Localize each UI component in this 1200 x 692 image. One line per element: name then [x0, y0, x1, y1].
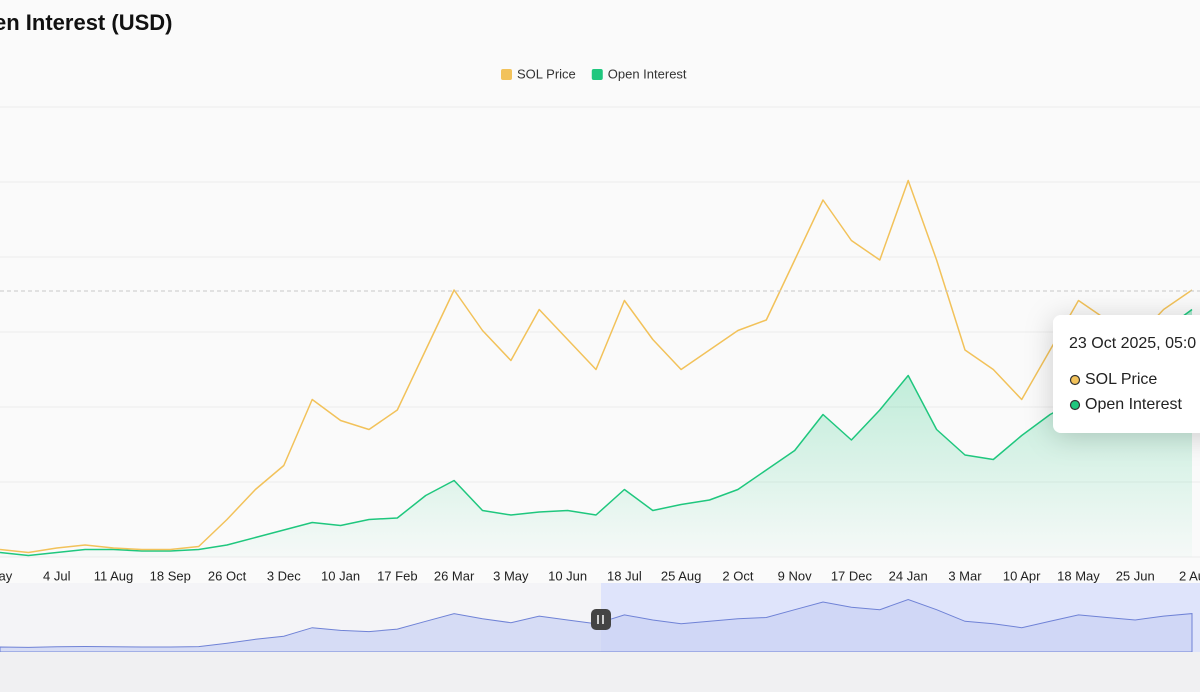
- chart-title: en Interest (USD): [0, 10, 172, 35]
- x-tick-label: 24 Jan: [889, 568, 928, 583]
- line: [0, 179, 1193, 554]
- x-tick-label: 25 Aug: [661, 568, 702, 583]
- x-tick-label: 3 Dec: [267, 568, 301, 583]
- x-tick-label: 25 Jun: [1116, 568, 1155, 583]
- x-tick-label: 10 Apr: [1003, 568, 1041, 583]
- grid: [0, 106, 1200, 558]
- x-tick-label: 26 Mar: [434, 568, 475, 583]
- navigator: [0, 583, 1200, 653]
- line: [0, 308, 1193, 557]
- x-tick-label: 2 Au: [1179, 568, 1200, 583]
- x-tick-label: 3 May: [493, 568, 529, 583]
- tooltip-box: [1053, 315, 1200, 433]
- x-tick-label: 10 Jan: [321, 568, 360, 583]
- legend-swatch: [501, 69, 512, 80]
- plot-area: [0, 179, 1193, 557]
- x-tick-label: May: [0, 568, 13, 583]
- x-tick-label: 9 Nov: [778, 568, 812, 583]
- x-tick-label: 2 Oct: [722, 568, 753, 583]
- x-axis: May 4 Jul 11 Aug 18 Sep 26 Oct 3 Dec 10 Jan 17 …: [0, 568, 1200, 583]
- x-tick-label: 3 Mar: [948, 568, 982, 583]
- x-tick-label: 17 Feb: [377, 568, 417, 583]
- x-tick-label: 4 Jul: [43, 568, 71, 583]
- x-tick-label: 10 Jun: [548, 568, 587, 583]
- area: [0, 309, 1192, 557]
- navigator-handle[interactable]: [591, 609, 611, 630]
- tooltip-dot: [1069, 399, 1081, 411]
- x-tick-label: 11 Aug: [94, 568, 134, 583]
- x-tick-label: 17 Dec: [831, 568, 873, 583]
- legend-label: Open Interest: [608, 66, 687, 81]
- x-tick-label: 26 Oct: [208, 568, 247, 583]
- legend-swatch: [591, 69, 603, 80]
- legend-label: SOL Price: [517, 66, 576, 81]
- tooltip-item: Open Interest: [1085, 396, 1183, 413]
- x-tick-label: 18 Sep: [150, 568, 191, 583]
- x-tick-label: 18 May: [1057, 568, 1100, 583]
- tooltip: 23 Oct 2025, 05:0 SOL Price Open Interest: [1053, 315, 1200, 433]
- legend: SOL Price Open Interest: [501, 66, 687, 81]
- footer-band: [0, 652, 1200, 692]
- tooltip-dot: [1069, 374, 1081, 386]
- x-tick-label: 18 Jul: [607, 568, 642, 583]
- tooltip-title: 23 Oct 2025, 05:0: [1069, 335, 1196, 352]
- tooltip-item: SOL Price: [1085, 371, 1157, 388]
